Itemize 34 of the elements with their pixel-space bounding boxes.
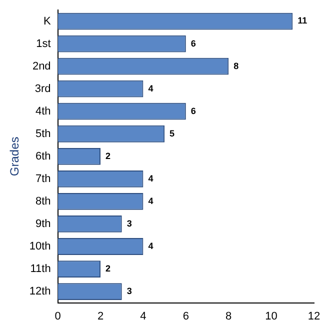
y-axis-title: Grades [8, 136, 22, 176]
data-label: 4 [148, 196, 154, 206]
x-tick-label: 12 [308, 310, 320, 322]
y-tick-label: 4th [36, 105, 51, 118]
x-tick-label: 8 [226, 310, 232, 322]
y-tick-label: 10th [29, 240, 51, 253]
y-tick-label: 7th [36, 172, 51, 185]
data-label: 5 [170, 128, 175, 138]
y-tick-label: 6th [36, 150, 51, 162]
data-label: 3 [126, 286, 132, 296]
y-tick-label: 11th [30, 263, 51, 276]
y-tick-label: 2nd [32, 60, 51, 72]
data-label: 4 [148, 83, 154, 94]
y-tick-label: 1st [36, 38, 51, 50]
y-tick-label: 8th [36, 195, 51, 208]
y-tick-label: K [43, 15, 52, 28]
data-label: 8 [234, 60, 239, 71]
x-tick-label: 10 [265, 310, 278, 322]
data-label: 4 [148, 240, 154, 251]
y-tick-label: 3rd [34, 82, 51, 95]
x-tick-label: 2 [97, 310, 104, 322]
data-label: 2 [106, 150, 111, 161]
data-label: 11 [298, 16, 308, 26]
y-tick-label: 9th [36, 218, 51, 230]
data-label: 4 [148, 173, 154, 184]
data-label: 6 [190, 106, 196, 116]
y-tick-label: 5th [36, 128, 51, 140]
data-label: 2 [106, 264, 111, 274]
x-tick-label: 6 [182, 310, 189, 322]
y-tick-label: 12th [29, 286, 51, 298]
data-label: 6 [190, 38, 196, 48]
x-tick-label: 4 [140, 310, 146, 322]
data-label: 3 [126, 218, 132, 228]
x-tick-label: 0 [54, 310, 61, 322]
